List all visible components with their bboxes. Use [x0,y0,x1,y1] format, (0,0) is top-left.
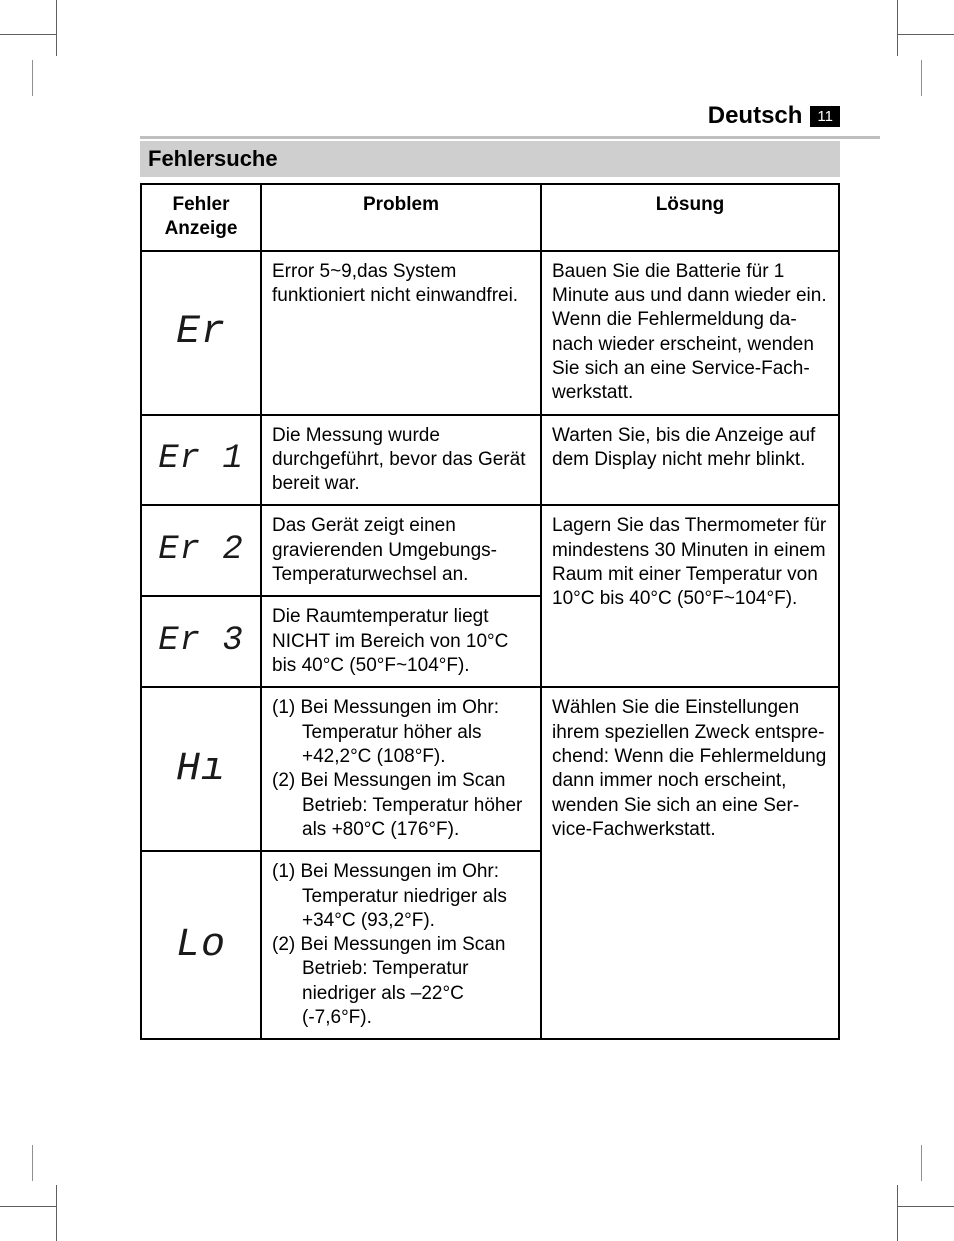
seven-segment-code: Lo [176,920,226,971]
seven-segment-code: Er 3 [158,620,244,664]
col-header-solution: Lösung [541,184,839,251]
list-item-text: Bei Messungen im Scan Betrieb: Temperatu… [301,770,523,840]
crop-mark [56,1185,57,1241]
error-code-cell: Er 3 [141,596,261,687]
table-header-row: Fehler Anzeige Problem Lösung [141,184,839,251]
solution-cell: Wählen Sie die Einstellungen ihrem spezi… [541,687,839,1039]
list-item: (1) Bei Messungen im Ohr: Tem­peratur ni… [272,860,530,933]
problem-cell: Die Raumtemperatur liegt NICHT im Bereic… [261,596,541,687]
list-item-number: (1) [272,861,301,882]
seven-segment-code: Er 2 [158,529,244,573]
problem-cell: (1) Bei Messungen im Ohr: Tem­peratur hö… [261,687,541,851]
seven-segment-code: Er [176,307,226,358]
col-header-error-display: Fehler Anzeige [141,184,261,251]
solution-cell: Warten Sie, bis die Anzeige auf dem Disp… [541,415,839,506]
crop-mark [898,1206,954,1207]
page-header: Deutsch 11 [140,102,840,130]
section-title-bar: Fehlersuche [140,141,840,177]
manual-page: Deutsch 11 Fehlersuche Fehler Anzeige Pr… [0,0,954,1241]
language-label: Deutsch [708,102,803,130]
problem-list: (1) Bei Messungen im Ohr: Tem­peratur ni… [272,860,530,1030]
seven-segment-code: Hı [176,744,226,795]
list-item-number: (2) [272,934,301,955]
page-number-badge: 11 [810,106,840,127]
registration-mark [32,60,33,96]
problem-cell: (1) Bei Messungen im Ohr: Tem­peratur ni… [261,851,541,1039]
list-item-text: Bei Messungen im Ohr: Tem­peratur höher … [301,697,500,767]
col-header-problem: Problem [261,184,541,251]
solution-cell: Lagern Sie das Thermometer für mindesten… [541,505,839,687]
problem-list: (1) Bei Messungen im Ohr: Tem­peratur hö… [272,696,530,842]
registration-mark [921,60,922,96]
problem-cell: Error 5~9,das System funktioniert nicht … [261,251,541,415]
list-item: (2) Bei Messungen im Scan Betrieb: Tempe… [272,933,530,1030]
seven-segment-code: Er 1 [158,438,244,482]
list-item-text: Bei Messungen im Scan Betrieb: Temperatu… [301,934,506,1028]
solution-cell: Bauen Sie die Batterie für 1 Minute aus … [541,251,839,415]
list-item: (1) Bei Messungen im Ohr: Tem­peratur hö… [272,696,530,769]
registration-mark [921,1145,922,1181]
error-code-cell: Hı [141,687,261,851]
crop-mark [0,1206,56,1207]
table-row: Hı (1) Bei Messungen im Ohr: Tem­peratur… [141,687,839,851]
crop-mark [0,34,56,35]
error-code-cell: Lo [141,851,261,1039]
registration-mark [32,1145,33,1181]
error-code-cell: Er 1 [141,415,261,506]
crop-mark [897,0,898,56]
error-code-cell: Er 2 [141,505,261,596]
error-code-cell: Er [141,251,261,415]
header-rule [140,136,880,139]
list-item-text: Bei Messungen im Ohr: Tem­peratur niedri… [301,861,507,931]
problem-cell: Die Messung wurde durchgeführt, bevor da… [261,415,541,506]
crop-mark [897,1185,898,1241]
section-title: Fehlersuche [148,146,278,171]
page-content: Deutsch 11 Fehlersuche Fehler Anzeige Pr… [140,102,840,1040]
list-item-number: (1) [272,697,301,718]
table-row: Er 2 Das Gerät zeigt einen gravierenden … [141,505,839,596]
table-row: Er 1 Die Messung wurde durchgeführt, bev… [141,415,839,506]
problem-cell: Das Gerät zeigt einen gravierenden Umge­… [261,505,541,596]
crop-mark [56,0,57,56]
list-item: (2) Bei Messungen im Scan Betrieb: Tempe… [272,769,530,842]
troubleshooting-table: Fehler Anzeige Problem Lösung Er Error 5… [140,183,840,1040]
crop-mark [898,34,954,35]
list-item-number: (2) [272,770,301,791]
table-row: Er Error 5~9,das System funktioniert nic… [141,251,839,415]
